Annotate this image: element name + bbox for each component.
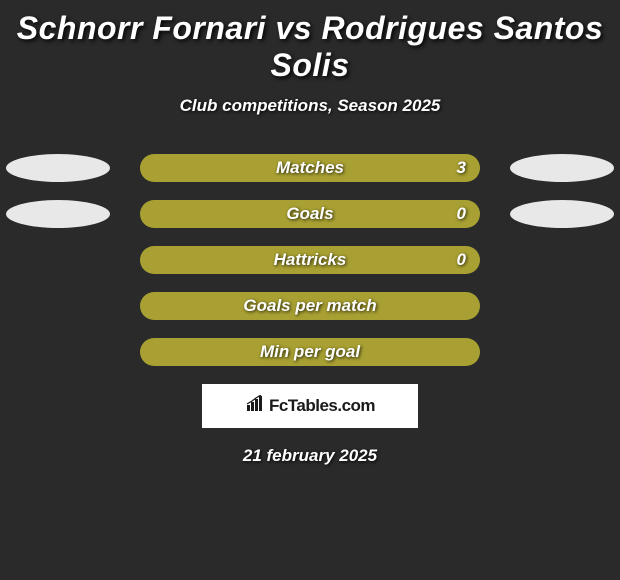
right-player-marker <box>510 154 614 182</box>
stats-rows: Matches 3 Goals 0 Hattricks 0 Goals per … <box>0 154 620 366</box>
stat-bar: Min per goal <box>140 338 480 366</box>
stat-label: Goals <box>286 204 333 224</box>
right-spacer <box>510 338 614 366</box>
stat-label: Goals per match <box>243 296 376 316</box>
left-player-marker <box>6 154 110 182</box>
right-spacer <box>510 292 614 320</box>
left-spacer <box>6 338 110 366</box>
logo-text: FcTables.com <box>269 396 375 416</box>
stat-label: Min per goal <box>260 342 360 362</box>
stat-row: Min per goal <box>0 338 620 366</box>
stat-row: Matches 3 <box>0 154 620 182</box>
stat-label: Hattricks <box>274 250 347 270</box>
stat-row: Goals per match <box>0 292 620 320</box>
comparison-title: Schnorr Fornari vs Rodrigues Santos Soli… <box>0 0 620 84</box>
comparison-date: 21 february 2025 <box>0 446 620 466</box>
stat-value: 0 <box>457 204 466 224</box>
stat-bar: Goals 0 <box>140 200 480 228</box>
left-spacer <box>6 246 110 274</box>
comparison-subtitle: Club competitions, Season 2025 <box>0 96 620 116</box>
stat-row: Goals 0 <box>0 200 620 228</box>
stat-bar: Hattricks 0 <box>140 246 480 274</box>
left-spacer <box>6 292 110 320</box>
bar-chart-icon <box>245 395 265 418</box>
stat-value: 3 <box>457 158 466 178</box>
fctables-logo: FcTables.com <box>202 384 418 428</box>
stat-bar: Goals per match <box>140 292 480 320</box>
stat-bar: Matches 3 <box>140 154 480 182</box>
right-spacer <box>510 246 614 274</box>
stat-label: Matches <box>276 158 344 178</box>
stat-value: 0 <box>457 250 466 270</box>
left-player-marker <box>6 200 110 228</box>
right-player-marker <box>510 200 614 228</box>
stat-row: Hattricks 0 <box>0 246 620 274</box>
